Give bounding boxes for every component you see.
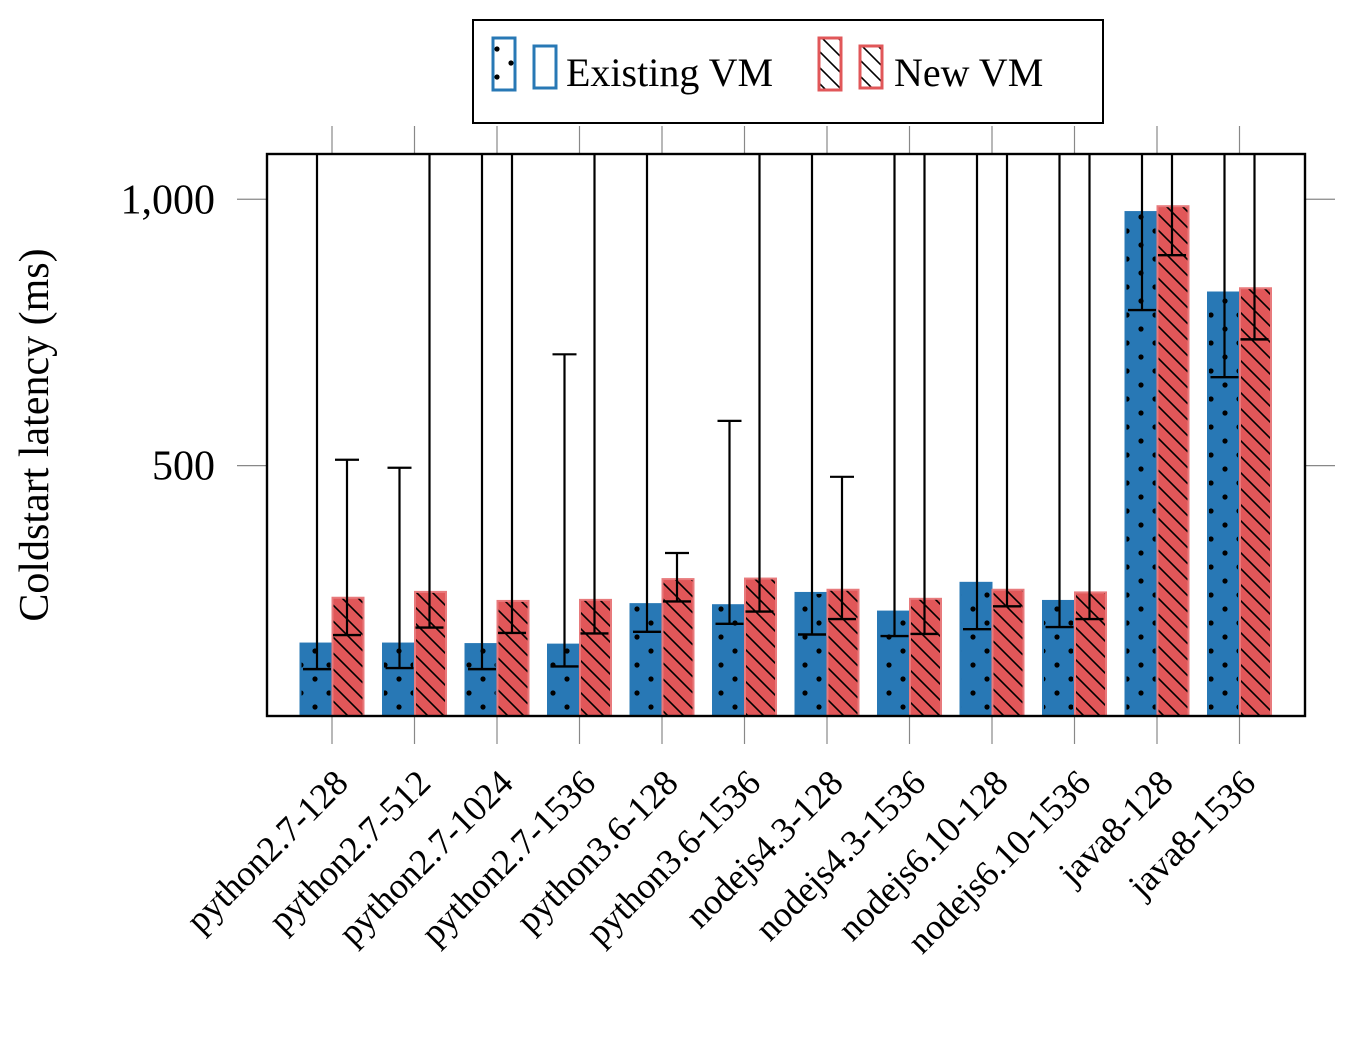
y-axis-label: Coldstart latency (ms) (12, 248, 58, 621)
legend: Existing VM New VM (472, 19, 1104, 124)
legend-label-new-vm: New VM (894, 50, 1043, 95)
bar-pattern-overlay (1239, 287, 1272, 717)
plot-frame (265, 152, 1307, 718)
y-tick-label: 1,000 (121, 177, 216, 223)
legend-swatch-existing-vm (491, 36, 558, 92)
bar-pattern-overlay (1156, 205, 1190, 717)
legend-swatch-new-vm (817, 36, 884, 92)
legend-box (472, 19, 1104, 124)
bar-pattern-overlay (991, 588, 1025, 717)
y-tick-label: 500 (152, 444, 215, 490)
plot-area: 5001,000python2.7-128python2.7-512python… (121, 126, 1335, 961)
legend-label-existing-vm: Existing VM (566, 50, 773, 95)
